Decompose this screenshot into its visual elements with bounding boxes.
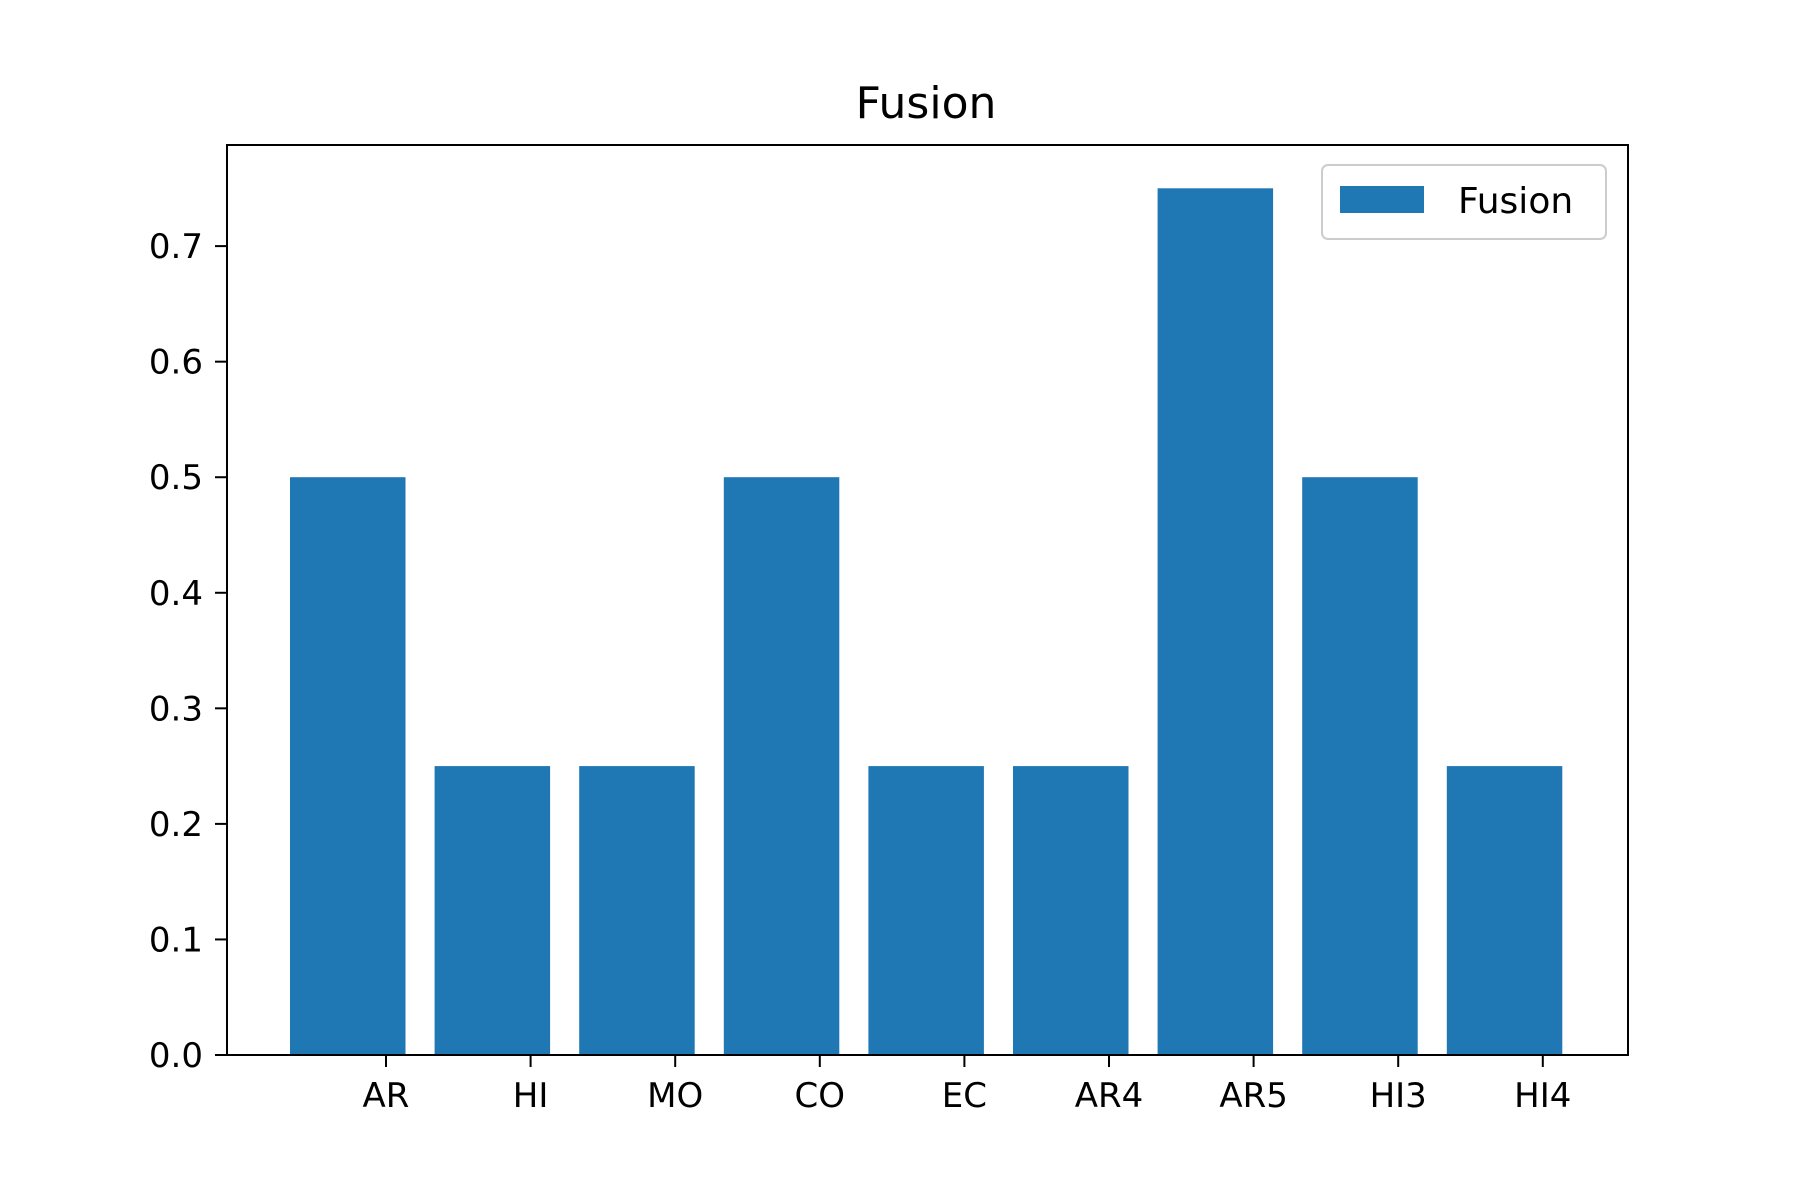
x-tick-label-hi4: HI4 <box>1514 1076 1571 1116</box>
y-tick-label: 0.4 <box>149 574 203 614</box>
x-tick-label-hi: HI <box>513 1076 549 1116</box>
y-axis: 0.0 0.1 0.2 0.3 0.4 0.5 0.6 0.7 <box>149 227 227 1076</box>
y-tick-label: 0.2 <box>149 805 203 845</box>
y-tick-label: 0.3 <box>149 689 203 729</box>
bar-ar5 <box>1157 188 1274 1056</box>
y-tick-label: 0.1 <box>149 920 203 960</box>
bar-hi <box>434 766 551 1055</box>
bar-hi3 <box>1302 477 1418 1055</box>
bar-ar4 <box>1013 766 1129 1055</box>
bar-hi4 <box>1446 766 1563 1055</box>
x-tick-label-ar4: AR4 <box>1075 1076 1144 1116</box>
legend: Fusion <box>1321 164 1607 240</box>
bar-co <box>723 477 840 1055</box>
y-tick-label: 0.6 <box>149 343 203 383</box>
bars-group <box>290 188 1563 1056</box>
legend-label: Fusion <box>1458 181 1573 222</box>
plot-frame <box>226 144 1629 1056</box>
legend-box <box>1321 164 1607 240</box>
y-tick-label: 0.0 <box>149 1036 203 1076</box>
bar-mo <box>579 766 695 1055</box>
bar-ar <box>290 477 406 1055</box>
y-tick-label: 0.5 <box>149 458 203 498</box>
x-tick-label-mo: MO <box>647 1076 703 1116</box>
y-tick-label: 0.7 <box>149 227 203 267</box>
x-tick-label-ar5: AR5 <box>1219 1076 1288 1116</box>
legend-swatch <box>1340 186 1424 213</box>
x-axis: AR HI MO CO EC AR4 AR5 HI3 HI4 <box>363 1055 1571 1116</box>
bar-ec <box>868 766 984 1055</box>
x-tick-label-ar: AR <box>363 1076 410 1116</box>
x-tick-label-hi3: HI3 <box>1370 1076 1427 1116</box>
chart-title: Fusion <box>856 78 997 129</box>
x-tick-label-ec: EC <box>942 1076 987 1116</box>
x-tick-label-co: CO <box>795 1076 846 1116</box>
